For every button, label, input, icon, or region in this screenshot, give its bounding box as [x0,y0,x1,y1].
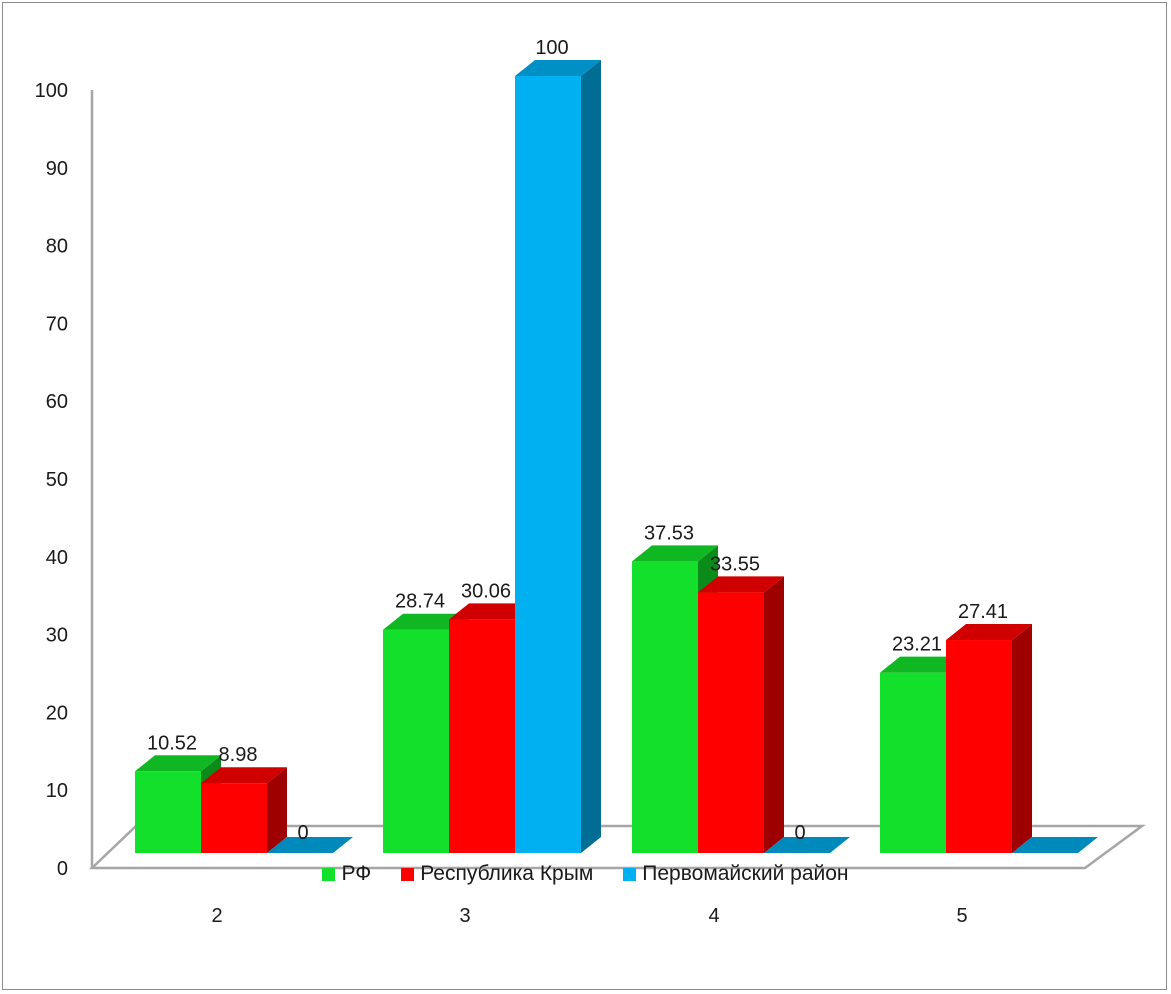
bar-top [267,837,353,853]
legend-item: РФ [322,862,371,886]
bar-top [946,624,1032,641]
x-tick-label: 4 [708,905,719,927]
bar-front [698,592,764,853]
bar-top [698,576,784,593]
data-label: 30.06 [461,580,511,602]
bar-front [880,672,946,853]
legend: РФ Республика Крым Первомайский район [0,862,1171,886]
legend-label: РФ [341,862,372,885]
y-tick-label: 90 [46,158,68,180]
data-label: 37.53 [644,522,694,544]
bar-front [449,619,515,853]
y-tick-label: 30 [46,625,68,647]
chart-floor [88,824,1146,870]
x-tick-label: 3 [459,905,470,927]
bar-top [201,767,287,784]
legend-item: Республика Крым [401,862,593,886]
legend-swatch [623,867,637,881]
data-label: 0 [794,822,805,844]
bar-front [515,76,581,853]
data-label: 27.41 [958,601,1008,623]
bar-top [515,60,601,76]
y-tick-label: 50 [46,469,68,491]
y-tick-label: 10 [46,780,68,802]
bar-front [632,561,698,853]
bar-side [267,767,287,853]
legend-swatch [401,867,415,881]
bar-top [1012,837,1098,853]
bar-top [632,545,718,562]
legend-label: Республика Крым [420,862,594,885]
bar-top [449,603,535,620]
bar-front [946,640,1012,853]
data-label: 23.21 [892,634,942,656]
data-label: 8.98 [219,744,258,766]
bar-side [1012,624,1032,853]
y-tick-label: 40 [46,547,68,569]
bar-top [383,613,469,630]
bar-side [764,576,784,853]
data-label: 100 [535,37,568,59]
bar-side [581,60,601,853]
y-tick-label: 60 [46,391,68,413]
x-tick-label: 2 [211,905,222,927]
y-tick-label: 100 [35,80,68,102]
bar-top [880,656,966,673]
y-tick-label: 80 [46,236,68,258]
bar-front [135,771,201,853]
y-tick-label: 20 [46,702,68,724]
y-tick-label: 70 [46,313,68,335]
bar-front [383,629,449,853]
bar-top [135,755,221,772]
data-label: 0 [297,822,308,844]
data-label: 28.74 [395,591,445,613]
x-tick-label: 5 [956,905,967,927]
bar-top [764,837,850,853]
data-label: 10.52 [147,732,197,754]
y-tick-label: 0 [57,858,68,880]
bar-front [201,783,267,853]
data-label: 33.55 [710,553,760,575]
legend-swatch [322,867,336,881]
legend-item: Первомайский район [623,862,849,886]
legend-label: Первомайский район [642,862,849,885]
